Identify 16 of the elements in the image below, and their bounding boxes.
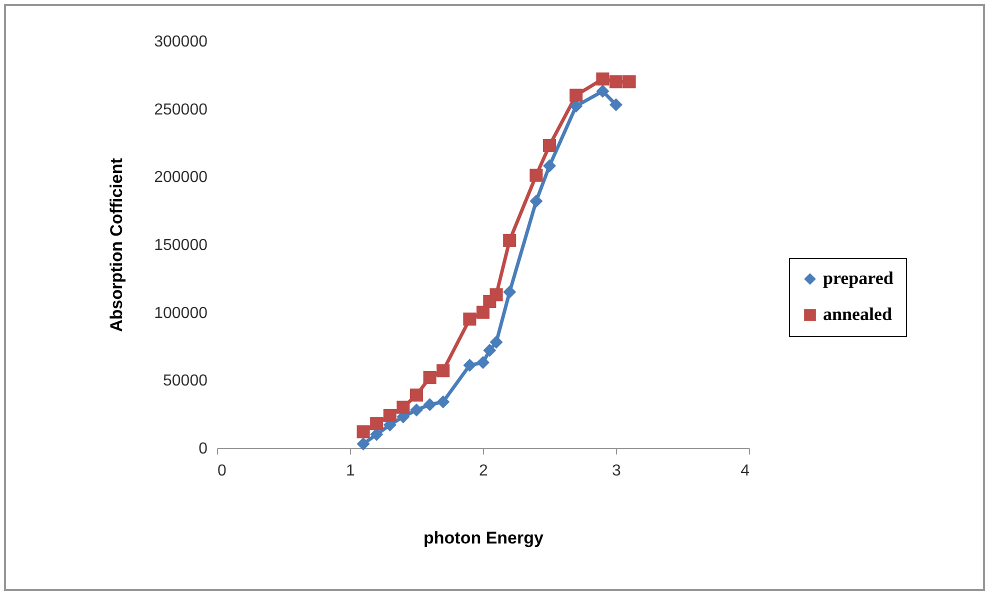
y-tick-label: 0 <box>198 440 208 458</box>
y-tick-label: 300000 <box>154 34 208 50</box>
x-tick-label: 1 <box>346 462 356 480</box>
x-tick-label: 0 <box>218 462 226 480</box>
legend-label: annealed <box>823 304 892 324</box>
y-tick-label: 100000 <box>154 304 208 322</box>
x-tick-label: 3 <box>612 462 622 480</box>
legend-label: prepared <box>823 268 894 288</box>
x-tick-label: 4 <box>740 462 750 480</box>
y-tick-label: 50000 <box>163 372 208 390</box>
y-axis-title: Absorption Cofficient <box>107 158 126 332</box>
x-axis-title: photon Energy <box>424 528 544 548</box>
x-tick-label: 2 <box>479 462 488 480</box>
y-tick-label: 250000 <box>154 101 208 118</box>
y-tick-label: 150000 <box>154 237 208 254</box>
y-tick-label: 200000 <box>154 169 208 186</box>
